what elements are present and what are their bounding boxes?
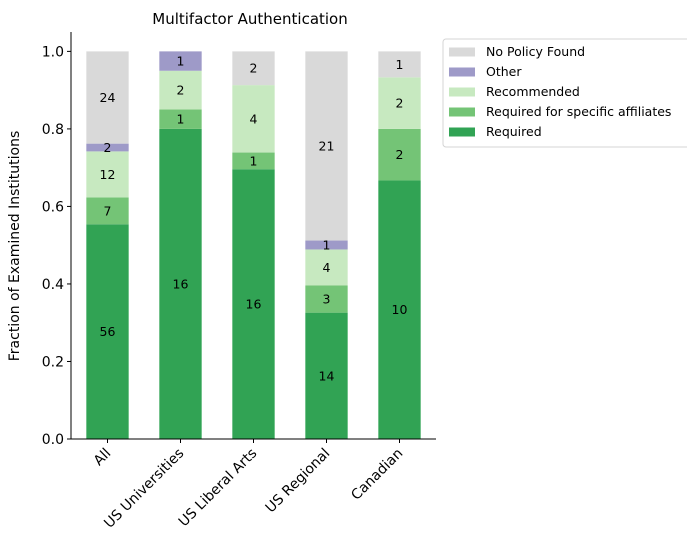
bar-count-label: 2 [396,147,404,162]
legend: No Policy Found Other Recommended Required … [442,38,687,148]
bar-count-label: 21 [319,138,335,153]
bar-segment [305,51,348,241]
bar-segment [86,197,129,225]
legend-label: Recommended [486,84,580,99]
x-tick-label: All [91,446,115,470]
bars-group [86,51,421,439]
bar-count-label: 2 [104,140,112,155]
bar-count-label: 10 [392,302,408,317]
bar-count-label: 1 [177,112,185,127]
legend-swatch [449,67,475,77]
bar-count-label: 2 [396,96,404,111]
bar-segment [232,152,275,170]
bar-count-label: 56 [100,324,116,339]
bar-count-label: 1 [250,153,258,168]
y-tick-label: 0.4 [42,277,64,293]
bar-count-label: 16 [246,297,262,312]
bar-count-label: 1 [323,238,331,253]
legend-swatch [449,127,475,137]
bar-count-label: 4 [250,111,258,126]
legend-swatch [449,47,475,57]
legend-label: Other [486,64,522,79]
bar-count-label: 1 [396,57,404,72]
bar-segment [159,70,202,110]
bar-count-label: 2 [250,61,258,76]
legend-label: No Policy Found [486,44,585,59]
bar-segment [378,77,421,129]
chart-title: Multifactor Authentication [152,10,348,28]
bar-count-label: 1 [177,54,185,69]
bar-segment [305,285,348,313]
legend-swatch [449,87,475,97]
bar-segment [232,51,275,86]
bar-segment [86,51,129,144]
y-axis-label: Fraction of Examined Institutions [7,131,23,362]
bar-segment [232,169,275,439]
bar-count-label: 4 [323,260,331,275]
y-tick-label: 0.8 [42,122,64,138]
bar-segment [378,128,421,181]
bar-segment [232,85,275,153]
bar-segment [159,128,202,439]
bar-count-label: 24 [100,90,116,105]
bar-segment [86,143,129,152]
legend-label: Required [486,124,542,139]
legend-frame [442,38,687,148]
x-tick-label: US Universities [101,446,187,532]
legend-swatch [449,107,475,117]
legend-label: Required for specific affiliates [486,104,671,119]
bar-segment [305,240,348,250]
bar-count-label: 2 [177,83,185,98]
bar-segment [305,249,348,286]
y-tick-label: 0.2 [42,354,64,370]
bar-count-label: 3 [323,292,331,307]
bar-segment [378,51,421,78]
x-tick-label: US Liberal Arts [176,446,261,531]
bar-segment [86,224,129,439]
bar-segment [159,109,202,129]
bar-count-label: 14 [319,368,335,383]
y-tick-label: 1.0 [42,44,64,60]
x-tick-label: Canadian [348,446,406,504]
bar-segment [159,51,202,71]
bar-segment [378,180,421,439]
y-tick-label: 0.6 [42,199,64,215]
bar-count-label: 7 [104,203,112,218]
bar-count-label: 12 [100,167,116,182]
bar-segment [86,151,129,198]
bar-count-label: 16 [173,276,189,291]
bar-segment [305,312,348,439]
x-tick-label: US Regional [263,446,334,517]
y-tick-label: 0.0 [42,432,64,448]
